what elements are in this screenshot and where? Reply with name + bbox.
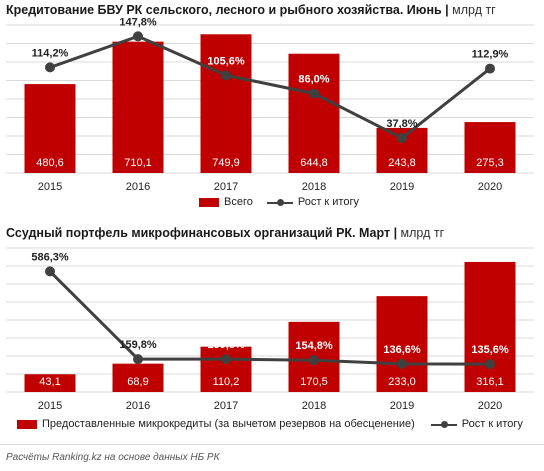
chart1-line-label: 112,9% [472,49,509,61]
source-note: Расчёты Ranking.kz на основе данных НБ Р… [6,452,220,463]
chart1-title: Кредитование БВУ РК сельского, лесного и… [6,3,496,17]
legend1-bar-swatch [199,197,219,207]
chart1-tick-label: 2015 [38,181,62,193]
chart1-bar-label: 749,9 [212,157,240,169]
chart2-unit: млрд тг [400,226,445,240]
chart2-tick-label: 2015 [38,400,62,412]
chart1-tick-label: 2020 [478,181,502,193]
chart2-legend: Предоставленные микрокредиты (за вычетом… [17,418,523,430]
legend1-bar-item: Всего [199,196,253,208]
chart2-tick-label: 2016 [126,400,150,412]
chart1-line-label: 37,8% [386,118,417,130]
chart1-bar [24,84,76,173]
chart1-bar-label: 480,6 [36,157,64,169]
chart1-tick-label: 2018 [302,181,326,193]
chart2-bar [112,363,164,392]
chart2-line-label: 159,8% [119,339,157,351]
chart1-line-label: 147,8% [119,16,157,28]
chart2-line-label: 159,8% [207,339,245,351]
chart1-tick-label: 2017 [214,181,238,193]
chart2-line-point [485,359,495,370]
chart1-bar [288,53,340,173]
chart1-line-point [485,63,495,74]
legend2-line-item: Рост к итогу [430,418,523,430]
chart2-line-label: 135,6% [471,344,509,356]
chart1-tick-label: 2016 [126,181,150,193]
legend2-bar-item: Предоставленные микрокредиты (за вычетом… [17,418,415,430]
chart1-line-point [309,88,319,99]
chart2-line-point [133,354,143,365]
chart2-bar [24,374,76,392]
chart1-bar-label: 710,1 [124,157,152,169]
chart2-bar-label: 110,2 [213,376,240,388]
chart1-line-label: 114,2% [32,47,69,59]
chart1-line-point [45,62,55,73]
chart2-line-label: 136,6% [383,344,421,356]
chart1-bar-label: 243,8 [388,157,416,169]
chart1-line-label: 86,0% [298,73,329,85]
legend2-bar-swatch [17,419,37,429]
chart2-bar-label: 68,9 [127,376,148,388]
chart2-tick-label: 2019 [390,400,414,412]
legend1-line-key [266,198,293,207]
chart1-series-line [49,34,491,140]
chart2-bar [376,296,428,392]
chart1-line-point [397,133,407,144]
legend2-line-label: Рост к итогу [461,418,523,430]
chart2-line-point [221,354,231,365]
chart2-bar-label: 316,1 [476,376,504,388]
chart1-line-label: 105,6% [207,55,245,67]
chart2-bar-label: 233,0 [388,376,416,388]
chart2-line-point [397,358,407,369]
legend1-line-label: Рост к итогу [297,196,359,208]
chart1-unit: млрд тг [452,3,496,17]
legend1-line-item: Рост к итогу [266,196,359,208]
chart1-bar [464,122,516,173]
chart1-bar-label: 275,3 [476,157,504,169]
chart2-bar [464,261,516,392]
chart1-legend: Всего Рост к итогу [199,196,359,208]
chart2-line-label: 586,3% [31,251,69,263]
chart2-series-line [48,270,491,366]
chart1-bar [112,41,164,173]
chart1-plot: 480,6 2015 710,1 2016 749,9 2017 644,8 2018 243,… [6,16,534,193]
chart2-bar-label: 170,5 [300,376,328,388]
chart2-line-point [45,266,55,277]
legend1-bar-label: Всего [224,196,253,208]
chart2-plot: 43,1 2015 68,9 2016 110,2 2017 170,5 2018 233,0 2… [6,247,534,412]
chart1-line-point [221,70,231,81]
chart1-line-point [133,31,143,42]
chart2-title: Ссудный портфель микрофинансовых организ… [6,226,445,240]
chart1-bar-label: 644,8 [300,157,328,169]
legend2-line-key [430,420,457,429]
legend2-bar-label: Предоставленные микрокредиты (за вычетом… [42,418,415,430]
footer-divider [0,444,544,445]
chart2-tick-label: 2020 [478,400,502,412]
chart1-bar [200,34,252,174]
chart2-line-label: 154,8% [295,340,333,352]
chart2-tick-label: 2017 [214,400,238,412]
chart2-line-point [309,355,319,366]
chart2-bar-label: 43,1 [39,376,60,388]
chart2-tick-label: 2018 [302,400,326,412]
chart1-tick-label: 2019 [390,181,414,193]
